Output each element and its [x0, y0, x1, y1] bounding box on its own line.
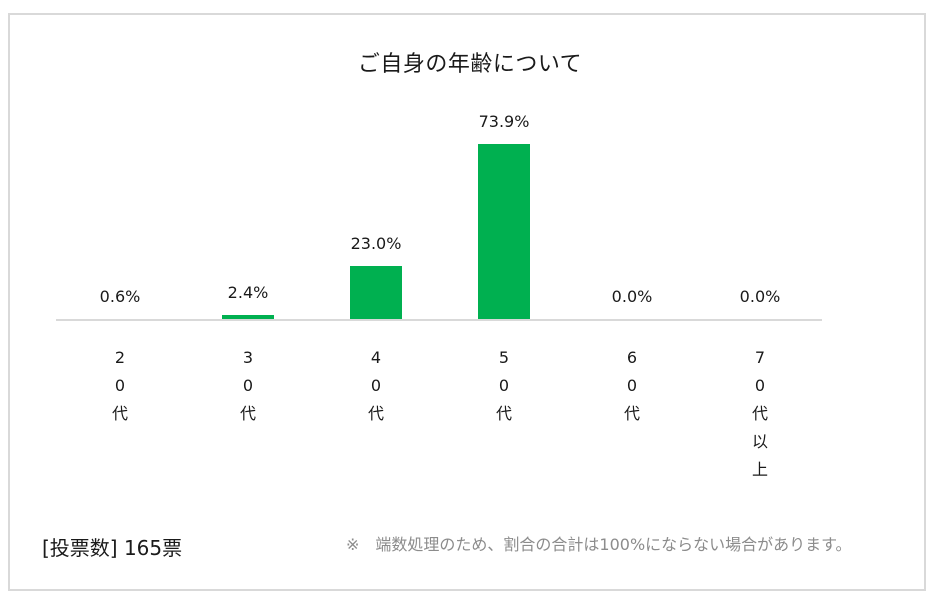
bar-value-label: 73.9% [478, 112, 530, 131]
x-axis-line [56, 319, 822, 321]
bar [222, 315, 274, 321]
chart-frame [8, 13, 926, 591]
bar-value-label: 0.0% [611, 287, 653, 306]
bar [478, 144, 530, 321]
rounding-note: ※ 端数処理のため、割合の合計は100%にならない場合があります。 [346, 535, 852, 554]
bar [350, 266, 402, 321]
bar-value-label: 23.0% [350, 234, 402, 253]
bar-value-label: 0.0% [739, 287, 781, 306]
bar-value-label: 2.4% [227, 283, 269, 302]
vote-count: [投票数] 165票 [42, 536, 183, 560]
chart-title: ご自身の年齢について [357, 52, 583, 77]
plot-area: 0.6% 2.4% 23.0% 73.9% 0.0% 0.0% [56, 100, 822, 321]
bar-value-label: 0.6% [99, 287, 141, 306]
